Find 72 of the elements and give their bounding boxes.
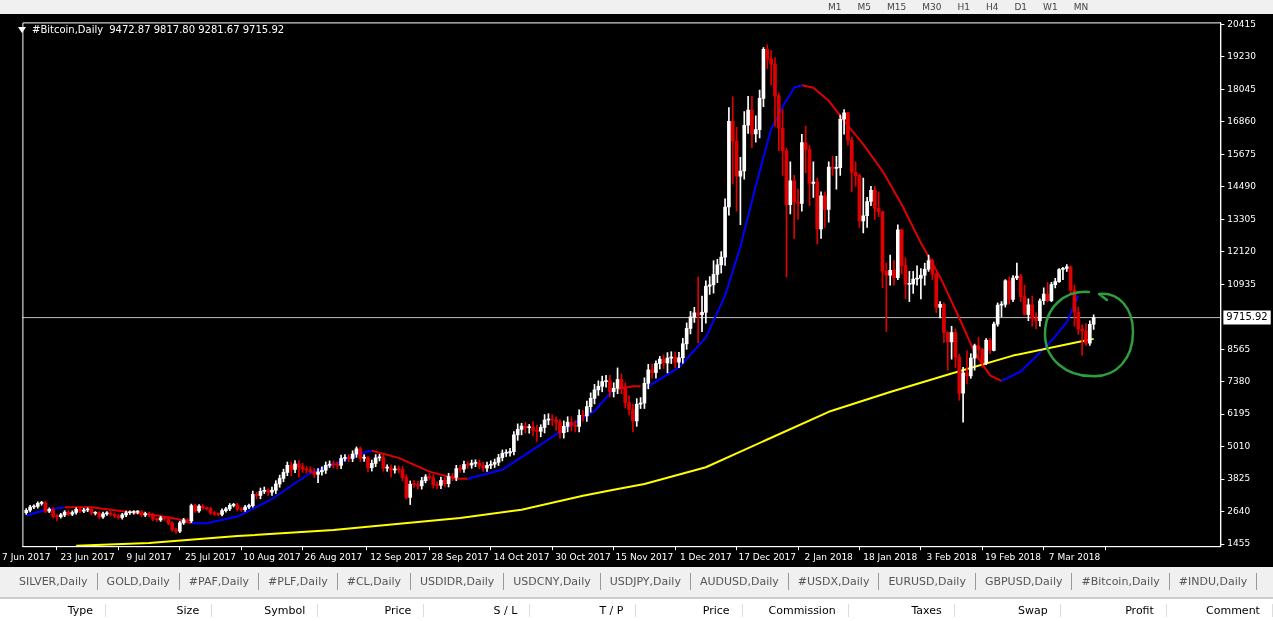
text: Taxes	[848, 603, 955, 617]
x-tick-label: 10 Aug 2017	[243, 551, 301, 562]
ref-line-label: 9715.92	[1226, 311, 1268, 323]
y-tick-label: 8565	[1227, 343, 1251, 354]
y-tick-label: 7380	[1227, 376, 1251, 386]
text: USDCNY,Daily	[504, 572, 601, 590]
y-tick-label: 18045	[1227, 83, 1257, 94]
text: AUDUSD,Daily	[690, 572, 789, 590]
text: H1	[956, 2, 971, 12]
text: M1	[827, 2, 843, 12]
x-tick-label: 12 Sep 2017	[370, 551, 428, 562]
y-tick-label: 12120	[1227, 246, 1257, 257]
text: T / P	[530, 603, 637, 617]
x-tick-label: 7 Jun 2017	[2, 551, 51, 562]
text: #INDU,Daily	[1169, 572, 1258, 590]
text: EURUSD,Daily	[879, 572, 976, 590]
text: #CL,Daily	[337, 572, 412, 590]
text: Price	[318, 603, 425, 617]
text: GBPUSD,Daily	[975, 572, 1073, 590]
text: Swap	[954, 603, 1061, 617]
text: Comment	[1166, 603, 1273, 617]
text: USDJPY,Daily	[600, 572, 691, 590]
text: Size	[106, 603, 213, 617]
x-tick-label: 23 Jun 2017	[60, 551, 115, 562]
text: GOLD,Daily	[97, 572, 180, 590]
y-tick-label: 13305	[1227, 213, 1257, 224]
text: #USDX,Daily	[788, 572, 880, 590]
text: S / L	[424, 603, 531, 617]
text: M15	[886, 2, 908, 12]
text: #Bitcoin,Daily	[1072, 572, 1170, 590]
y-tick-label: 14490	[1227, 181, 1257, 192]
text: H4	[984, 2, 1000, 12]
text: Price	[636, 603, 743, 617]
y-tick-label: 2640	[1227, 505, 1251, 516]
x-tick-label: 2 Jan 2018	[804, 551, 854, 562]
y-tick-label: 3825	[1227, 473, 1251, 484]
text: M30	[921, 2, 943, 12]
y-tick-label: 5010	[1227, 440, 1251, 451]
y-tick-label: 16860	[1227, 116, 1257, 127]
text: MN	[1072, 2, 1090, 12]
text: Type	[0, 603, 107, 617]
y-tick-label: 20415	[1227, 18, 1257, 29]
text: Commission	[742, 603, 849, 617]
chart-subtitle: 9472.87 9817.80 9281.67 9715.92	[109, 24, 285, 35]
text: #PAF,Daily	[179, 572, 260, 590]
text: Symbol	[212, 603, 319, 617]
text: Profit	[1060, 603, 1167, 617]
x-tick-label: 18 Jan 2018	[863, 551, 918, 562]
x-tick-label: 25 Jul 2017	[185, 551, 237, 562]
chart-title: #Bitcoin,Daily	[32, 24, 104, 35]
x-tick-label: 26 Aug 2017	[304, 551, 363, 562]
y-tick-label: 15675	[1227, 148, 1257, 159]
x-tick-label: 3 Feb 2018	[926, 551, 978, 562]
y-tick-label: 6195	[1227, 408, 1251, 419]
y-tick-label: 1455	[1227, 538, 1251, 549]
x-tick-label: 1 Dec 2017	[679, 551, 732, 562]
y-tick-label: 10935	[1227, 278, 1257, 289]
text: M5	[856, 2, 872, 12]
x-tick-label: 9 Jul 2017	[126, 551, 172, 562]
text: SILVER,Daily	[10, 572, 98, 590]
x-tick-label: 17 Dec 2017	[738, 551, 797, 562]
text: D1	[1013, 2, 1029, 12]
x-tick-label: 28 Sep 2017	[431, 551, 489, 562]
x-tick-label: 7 Mar 2018	[1048, 551, 1101, 562]
text: USDIDR,Daily	[411, 572, 505, 590]
text: #PLF,Daily	[259, 572, 338, 590]
x-tick-label: 14 Oct 2017	[493, 551, 550, 562]
text: W1	[1042, 2, 1059, 12]
x-tick-label: 19 Feb 2018	[985, 551, 1042, 562]
x-tick-label: 15 Nov 2017	[615, 551, 674, 562]
y-tick-label: 19230	[1227, 51, 1257, 62]
x-tick-label: 30 Oct 2017	[555, 551, 611, 562]
